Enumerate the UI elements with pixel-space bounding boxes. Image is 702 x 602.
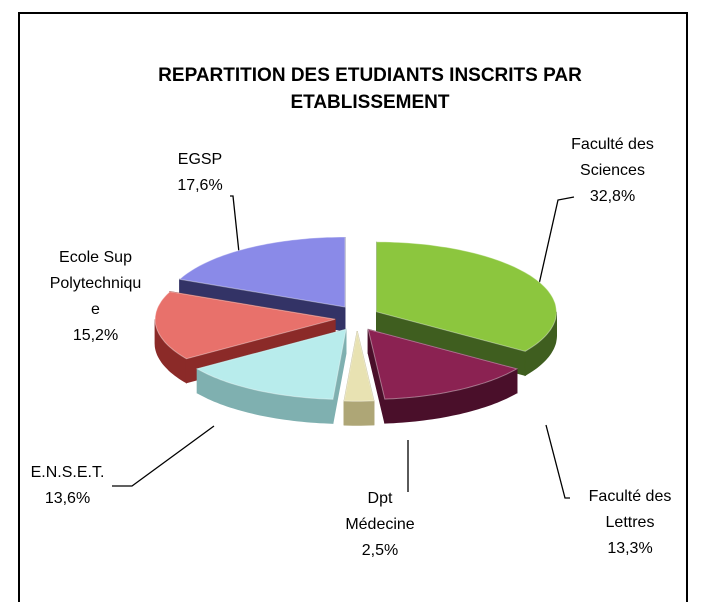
value-label: 13,6% bbox=[44, 490, 91, 507]
slice-top bbox=[376, 241, 558, 352]
category-label: Faculté des Lettres bbox=[588, 488, 672, 531]
data-label: Ecole Sup Polytechnique 15,2% bbox=[48, 245, 143, 349]
value-label: 15,2% bbox=[72, 327, 119, 344]
category-label: Faculté des Sciences bbox=[571, 136, 654, 179]
slice-top bbox=[343, 331, 375, 402]
slice bbox=[367, 328, 519, 424]
slice-side bbox=[384, 367, 518, 424]
category-label: E.N.S.E.T. bbox=[30, 464, 105, 481]
leader-line bbox=[534, 196, 575, 303]
data-label: Faculté des Sciences 32,8% bbox=[555, 132, 670, 210]
slice-top bbox=[178, 236, 346, 308]
chart-title: REPARTITION DES ETUDIANTS INSCRITS PAR E… bbox=[158, 65, 582, 113]
value-label: 13,3% bbox=[607, 540, 653, 557]
slice-side bbox=[343, 400, 375, 426]
slice-top bbox=[154, 291, 336, 360]
category-label: Ecole Sup Polytechnique bbox=[49, 249, 142, 318]
category-label: EGSP bbox=[177, 151, 223, 168]
slice bbox=[154, 291, 336, 384]
slice-top bbox=[195, 328, 347, 400]
value-label: 2,5% bbox=[361, 542, 399, 559]
leader-line bbox=[230, 195, 241, 263]
chart-frame bbox=[18, 12, 688, 602]
slice bbox=[195, 328, 347, 424]
data-label: EGSP 17,6% bbox=[155, 147, 245, 199]
category-label: Dpt Médecine bbox=[345, 490, 415, 533]
leader-line bbox=[545, 424, 570, 499]
slice-side bbox=[524, 311, 557, 377]
slice-top bbox=[367, 328, 519, 400]
data-label: Faculté des Lettres 13,3% bbox=[565, 484, 695, 562]
slice-side bbox=[154, 319, 187, 384]
value-label: 17,6% bbox=[177, 177, 223, 194]
slice bbox=[343, 331, 375, 426]
data-label: Dpt Médecine 2,5% bbox=[345, 486, 415, 564]
value-label: 32,8% bbox=[589, 188, 636, 205]
leader-line bbox=[112, 425, 215, 487]
data-label: E.N.S.E.T. 13,6% bbox=[20, 460, 115, 512]
slice bbox=[376, 241, 558, 377]
